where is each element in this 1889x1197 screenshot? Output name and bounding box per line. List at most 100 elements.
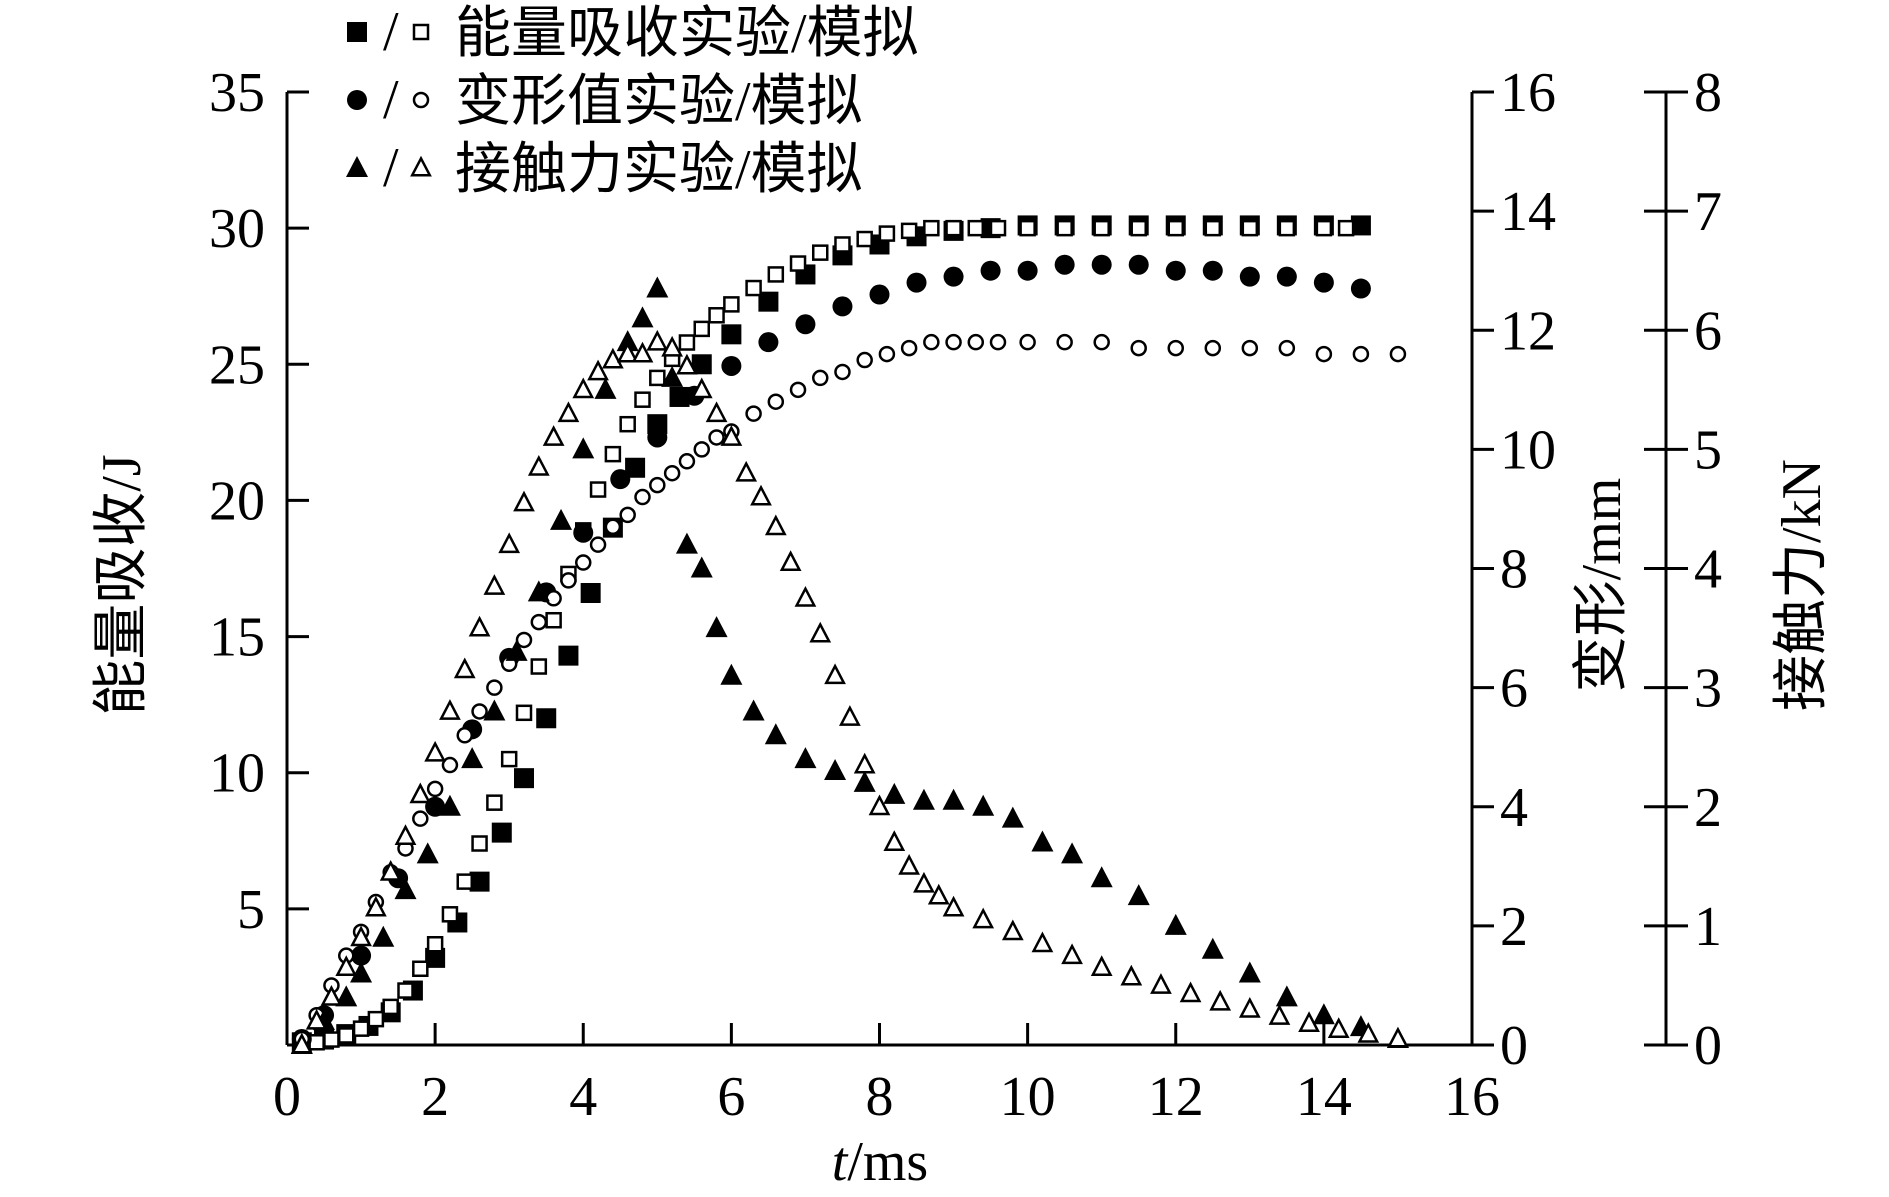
data-point-deform_sim [1130,339,1147,357]
y-tick-label-force: 4 [1694,539,1722,601]
x-tick-label: 16 [1444,1066,1500,1128]
data-point-energy_sim [1019,219,1036,237]
data-point-energy_sim [989,219,1007,237]
data-point-force_sim [927,883,950,905]
data-point-energy_sim [589,481,607,498]
data-point-deform_sim [834,363,851,381]
y-tick-label-energy: 15 [209,607,265,669]
data-point-deform_exp [1128,254,1149,275]
data-point-force_sim [942,895,965,917]
y-tick-label-energy: 25 [209,334,265,396]
data-point-energy_sim [723,296,740,313]
data-point-force_sim [468,615,491,637]
y-tick-label-force: 1 [1694,896,1722,958]
data-point-energy_sim [515,704,533,722]
data-point-deform_sim [412,810,429,827]
data-point-deform_sim [693,441,710,458]
data-point-force_sim [572,377,595,399]
data-point-energy_sim [397,982,414,999]
data-point-force_sim [824,663,846,685]
data-point-energy_sim [693,320,710,338]
data-point-force_sim [602,347,624,369]
y-tick-label-deformation: 4 [1500,777,1528,839]
y-tick-label-energy: 35 [209,62,265,124]
data-point-force_exp [438,794,461,816]
y-tick-label-deformation: 10 [1500,419,1556,481]
data-point-deform_sim [1352,345,1370,363]
data-point-deform_sim [1315,345,1333,363]
data-point-energy_sim [382,998,399,1016]
data-point-deform_sim [456,727,473,744]
data-point-energy_exp [669,386,690,407]
data-point-deform_sim [486,679,503,696]
data-point-deform_sim [1204,339,1222,357]
data-point-energy_sim [456,873,473,890]
data-point-deform_exp [906,272,927,293]
data-point-force_sim [720,425,743,446]
y-tick-label-force: 8 [1694,62,1722,124]
data-point-deform_sim [604,518,622,536]
data-point-energy_sim [367,1010,385,1028]
y-tick-label-force: 7 [1694,181,1722,243]
data-point-deform_sim [900,339,918,357]
data-point-energy_sim [923,219,940,237]
data-point-energy_sim [426,936,444,953]
data-point-force_sim [320,985,343,1006]
data-point-deform_exp [1313,272,1334,293]
y-tick-label-deformation: 12 [1500,300,1556,362]
data-point-deform_exp [758,332,779,353]
data-point-force_exp [912,788,935,810]
data-point-force_sim [676,353,698,375]
data-point-force_sim [498,532,521,554]
data-point-force_exp [631,306,654,328]
data-point-energy_exp [514,768,534,789]
x-tick-label: 2 [421,1066,449,1128]
data-point-force_sim [809,621,832,643]
data-point-force_exp [1312,1003,1335,1025]
data-point-force_exp [594,377,617,399]
y-axis-label-energy: 能量吸收/J [91,454,153,715]
y-tick-label-energy: 5 [237,879,265,941]
data-point-force_exp [853,770,876,792]
data-point-energy_exp [536,708,557,729]
data-point-force_sim [587,359,609,381]
x-tick-label: 0 [273,1066,301,1128]
data-point-force_sim [898,854,920,875]
data-point-deform_sim [619,506,636,524]
data-point-energy_exp [1350,215,1371,236]
data-point-deform_exp [943,266,964,287]
data-point-force_sim [1327,1017,1350,1038]
y-axis-label-force: 接触力/kN [1771,459,1833,711]
data-point-energy_sim [1093,219,1110,237]
data-point-force_exp [550,508,573,530]
data-point-deform_sim [708,429,725,446]
data-point-force_sim [616,341,639,363]
data-point-force_sim [1150,973,1172,994]
data-point-energy_sim [486,794,503,811]
data-point-energy_sim [812,244,829,261]
data-point-force_exp [690,556,713,578]
data-point-deform_exp [647,427,668,448]
data-point-deform_exp [795,314,816,335]
legend-entry: / 接触力实验/模拟 [346,137,863,201]
data-point-energy_exp [425,947,446,968]
x-tick-label: 4 [569,1066,597,1128]
data-point-force_sim [913,871,935,893]
data-point-force_sim [424,740,446,762]
data-point-deform_sim [426,780,444,798]
data-point-energy_sim [323,1031,340,1048]
data-point-force_sim [661,335,683,357]
data-point-deform_exp [1202,260,1223,281]
data-point-force_sim [290,1032,313,1054]
data-point-force_exp [505,639,528,661]
data-point-deform_sim [545,590,562,607]
data-point-force_exp [675,532,698,554]
legend-marker-filled [346,156,368,177]
data-point-force_sim [779,550,802,571]
data-point-force_exp [1061,842,1084,864]
axis-labels: t/ms 能量吸收/J 变形/mm 接触力/kN [91,454,1833,1193]
legend-entry: / 变形值实验/模拟 [347,69,863,133]
data-point-energy_sim [767,266,785,283]
y-tick-label-energy: 20 [209,470,265,532]
legend-marker-open [412,91,430,109]
